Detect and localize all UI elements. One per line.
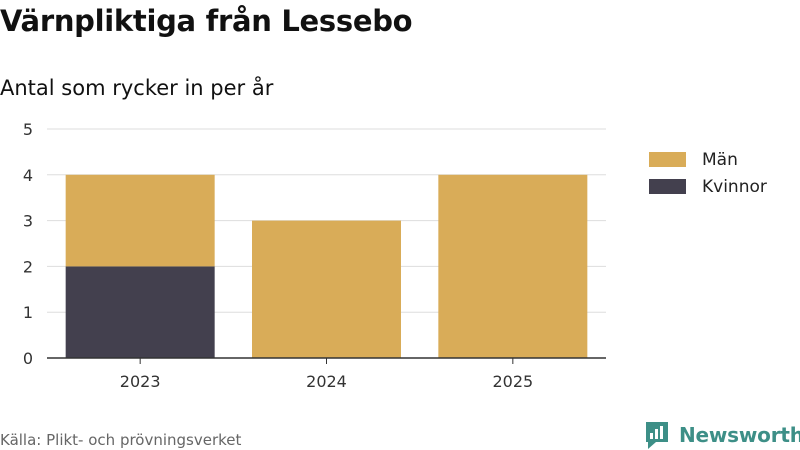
x-tick-label: 2024 [306, 372, 347, 391]
y-tick-label: 5 [23, 120, 33, 139]
legend: Män Kvinnor [649, 146, 767, 200]
legend-swatch-kvinnor [649, 179, 686, 194]
x-tick-label: 2025 [492, 372, 533, 391]
bar-man-2023 [65, 174, 215, 267]
bar-man-2025 [438, 174, 588, 358]
bar-man-2024 [252, 220, 401, 358]
chart-title: Värnpliktiga från Lessebo [0, 4, 413, 38]
y-tick-label: 2 [23, 257, 33, 276]
bar-kvinnor-2023 [65, 266, 215, 358]
legend-label-man: Män [702, 149, 738, 170]
brand-logo: Newsworthy [644, 420, 800, 450]
legend-swatch-man [649, 152, 686, 167]
newsworthy-logo-icon [646, 422, 668, 449]
legend-item-kvinnor: Kvinnor [649, 173, 767, 200]
legend-label-kvinnor: Kvinnor [702, 176, 767, 197]
legend-item-man: Män [649, 146, 767, 173]
x-tick-label: 2023 [120, 372, 161, 391]
brand-name: Newsworthy [679, 423, 800, 447]
y-tick-label: 0 [23, 349, 33, 368]
y-tick-label: 3 [23, 212, 33, 231]
chart-subtitle: Antal som rycker in per år [0, 76, 274, 100]
y-tick-label: 1 [23, 303, 33, 322]
source-note: Källa: Plikt- och prövningsverket [0, 431, 242, 449]
y-tick-label: 4 [23, 166, 33, 185]
